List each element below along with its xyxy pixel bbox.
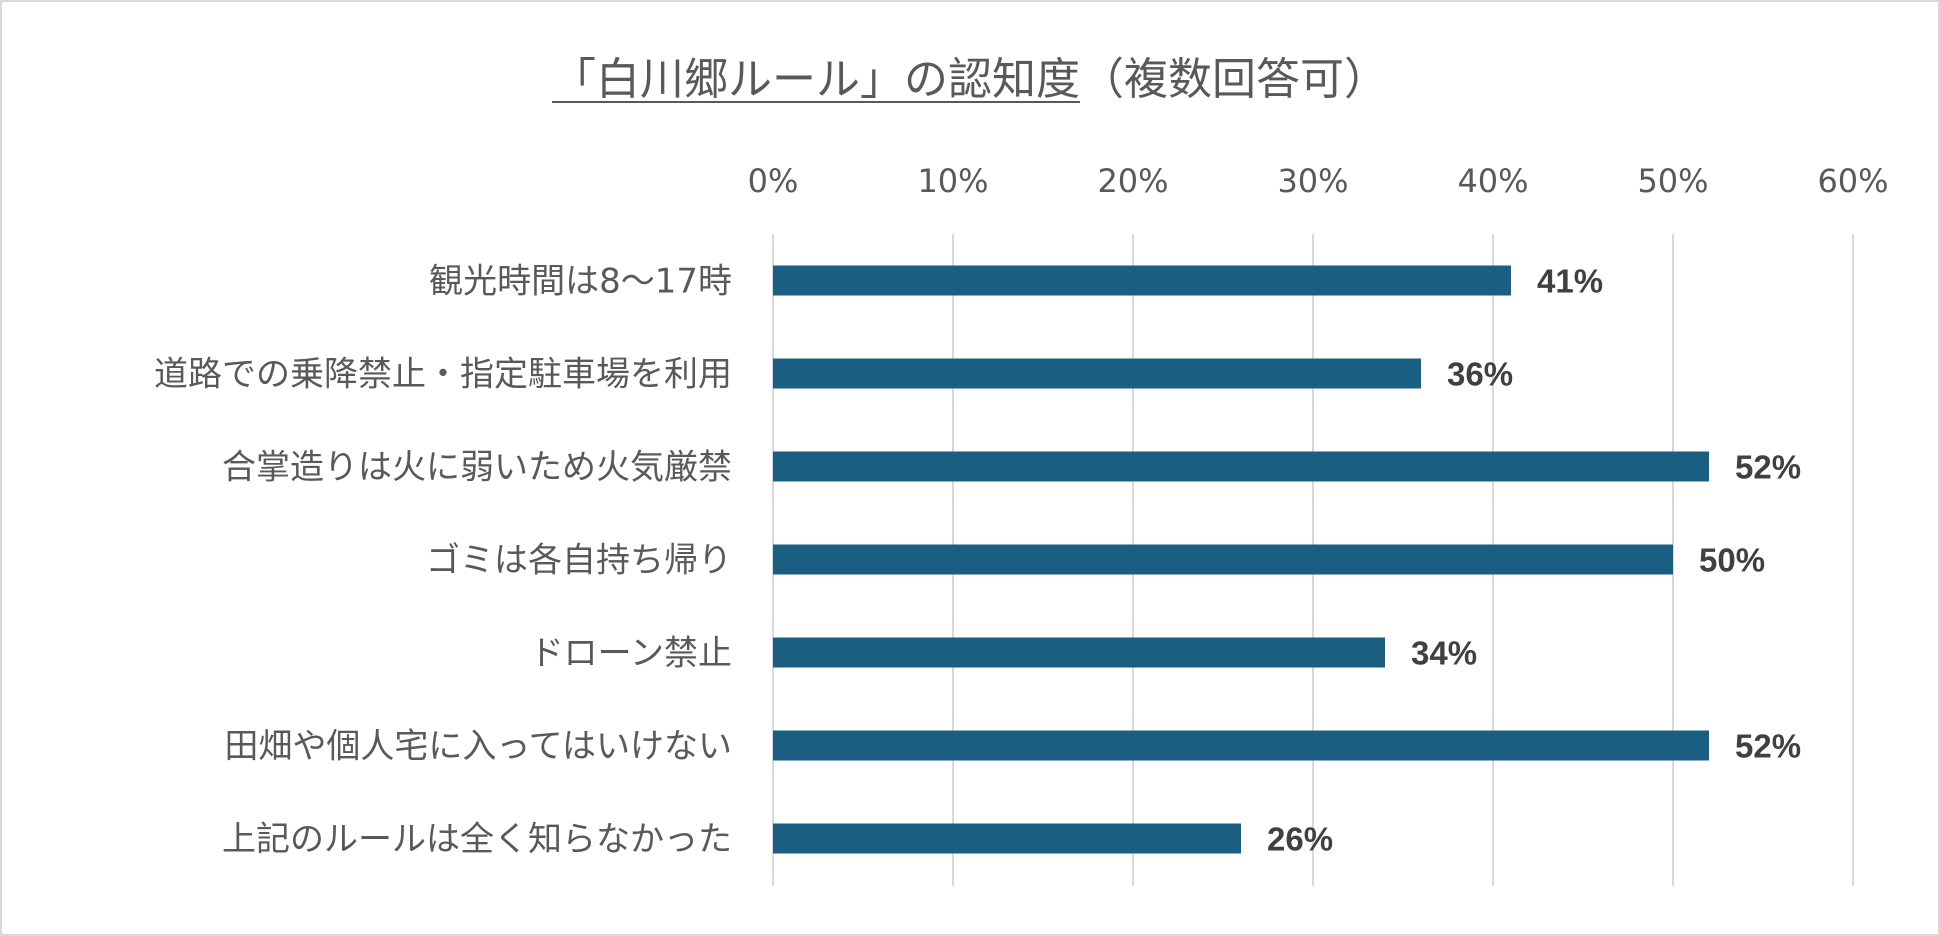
x-tick-label: 30%	[1277, 162, 1348, 200]
category-label: 合掌造りは火に弱いため火気厳禁	[222, 448, 732, 488]
bar	[773, 451, 1709, 482]
bar	[773, 637, 1385, 668]
category-label: ゴミは各自持ち帰り	[426, 541, 732, 581]
chart-title: 「白川郷ルール」の認知度（複数回答可）	[552, 54, 1388, 105]
chart-title-main: 「白川郷ルール」の認知度	[552, 54, 1080, 105]
category-label: 観光時間は8〜17時	[429, 262, 732, 302]
category-label: 道路での乗降禁止・指定駐車場を利用	[154, 355, 732, 395]
bar	[773, 823, 1241, 854]
bar	[773, 265, 1511, 296]
data-labels: 41% 36% 52% 50% 34% 52% 26%	[1267, 263, 1801, 858]
data-label: 41%	[1537, 263, 1603, 300]
x-tick-label: 20%	[1097, 162, 1168, 200]
data-label: 52%	[1735, 728, 1801, 765]
data-label: 26%	[1267, 821, 1333, 858]
chart-title-text: 「白川郷ルール」の認知度（複数回答可）	[552, 54, 1388, 105]
x-tick-label: 40%	[1457, 162, 1528, 200]
x-tick-label: 0%	[748, 162, 799, 200]
bar	[773, 544, 1673, 575]
data-label: 50%	[1699, 542, 1765, 579]
category-label: ドローン禁止	[530, 634, 732, 674]
x-tick-label: 50%	[1637, 162, 1708, 200]
x-tick-label: 60%	[1817, 162, 1888, 200]
bars	[773, 265, 1709, 854]
x-axis-ticks: 0% 10% 20% 30% 40% 50% 60%	[748, 162, 1889, 200]
data-label: 34%	[1411, 635, 1477, 672]
data-label: 52%	[1735, 449, 1801, 486]
data-label: 36%	[1447, 356, 1513, 393]
bar	[773, 730, 1709, 761]
category-label: 田畑や個人宅に入ってはいけない	[224, 727, 732, 767]
bar	[773, 358, 1421, 389]
x-tick-label: 10%	[917, 162, 988, 200]
category-labels: 観光時間は8〜17時道路での乗降禁止・指定駐車場を利用合掌造りは火に弱いため火気…	[154, 262, 732, 860]
category-label: 上記のルールは全く知らなかった	[222, 820, 732, 860]
chart-title-note: （複数回答可）	[1080, 54, 1388, 105]
